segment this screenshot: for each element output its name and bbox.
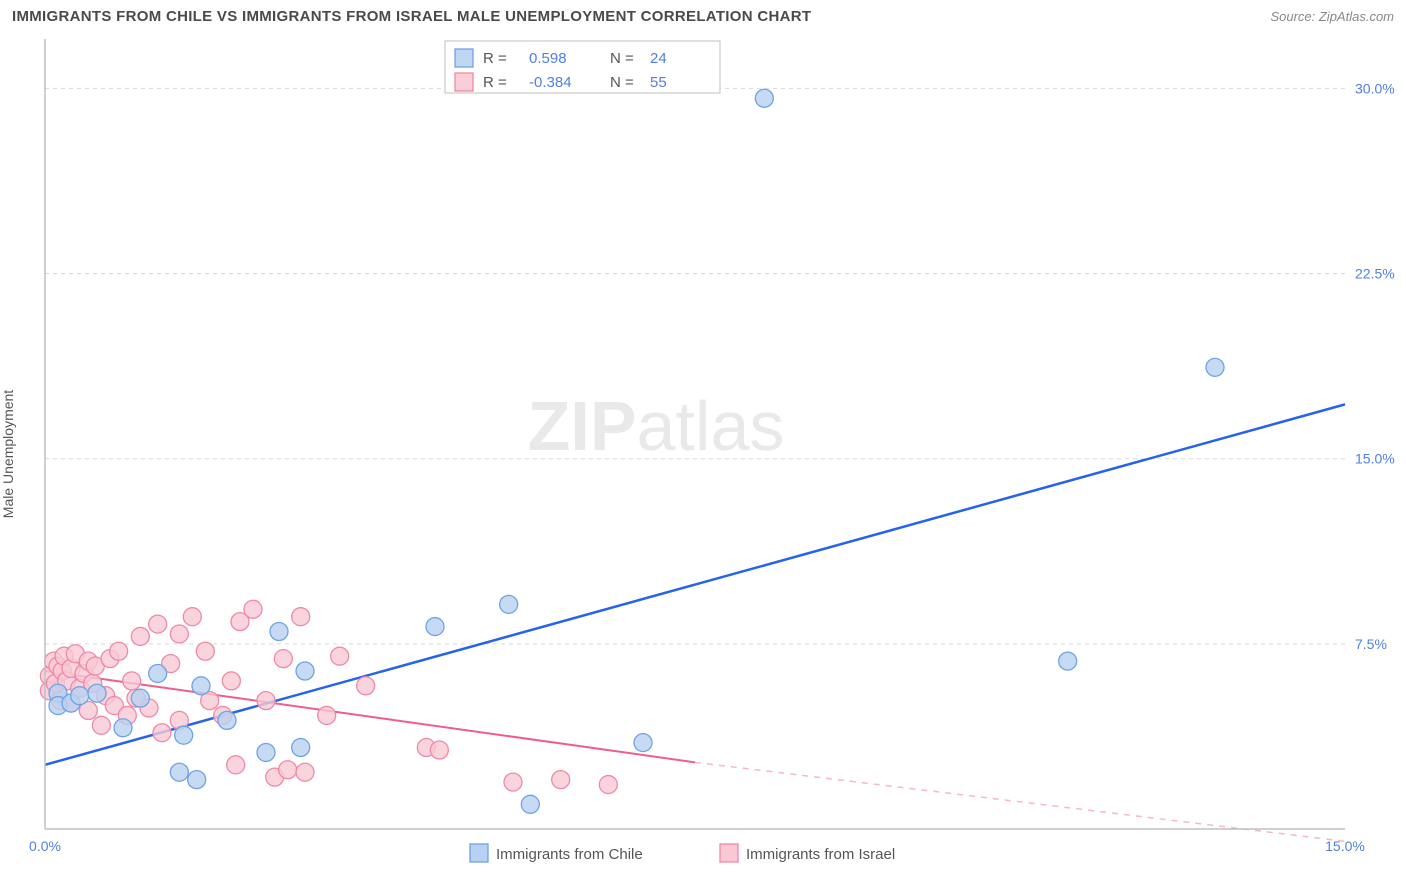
data-point-israel (504, 773, 522, 791)
y-tick-label: 7.5% (1355, 636, 1387, 652)
legend-n-label: N = (610, 50, 634, 67)
x-tick-label: 15.0% (1325, 838, 1365, 854)
legend-n-value: 55 (650, 74, 667, 91)
data-point-chile (114, 719, 132, 737)
page-title: IMMIGRANTS FROM CHILE VS IMMIGRANTS FROM… (12, 8, 811, 25)
bottom-legend-swatch (470, 844, 488, 862)
data-point-israel (292, 608, 310, 626)
data-point-chile (292, 739, 310, 757)
data-point-israel (357, 677, 375, 695)
data-point-chile (755, 89, 773, 107)
data-point-israel (123, 672, 141, 690)
data-point-chile (131, 689, 149, 707)
data-point-israel (318, 706, 336, 724)
legend-r-label: R = (483, 50, 507, 67)
data-point-israel (244, 600, 262, 618)
data-point-chile (188, 771, 206, 789)
y-axis-label: Male Unemployment (0, 390, 16, 518)
data-point-israel (153, 724, 171, 742)
bottom-legend-label: Immigrants from Israel (746, 846, 895, 863)
data-point-chile (500, 595, 518, 613)
data-point-israel (131, 627, 149, 645)
bottom-legend-label: Immigrants from Chile (496, 846, 643, 863)
scatter-chart: 7.5% 15.0% 22.5% 30.0% ZIPatlas 0.0% 15.0% R = 0… (0, 29, 1406, 879)
source-attribution: Source: ZipAtlas.com (1270, 9, 1394, 24)
legend-r-value: -0.384 (529, 74, 572, 91)
y-tick-label: 22.5% (1355, 266, 1395, 282)
legend-swatch (455, 49, 473, 67)
data-point-israel (599, 776, 617, 794)
data-point-israel (296, 763, 314, 781)
legend-r-value: 0.598 (529, 50, 567, 67)
data-point-israel (274, 650, 292, 668)
data-point-israel (279, 761, 297, 779)
data-point-chile (521, 795, 539, 813)
data-point-israel (257, 692, 275, 710)
data-point-israel (183, 608, 201, 626)
data-point-chile (426, 618, 444, 636)
data-point-israel (110, 642, 128, 660)
x-tick-label: 0.0% (29, 838, 61, 854)
data-point-chile (192, 677, 210, 695)
watermark: ZIPatlas (528, 387, 785, 465)
legend-n-value: 24 (650, 50, 667, 67)
data-point-chile (170, 763, 188, 781)
data-point-chile (71, 687, 89, 705)
legend-n-label: N = (610, 74, 634, 91)
data-point-israel (331, 647, 349, 665)
data-point-chile (257, 743, 275, 761)
data-point-chile (296, 662, 314, 680)
data-point-chile (1206, 358, 1224, 376)
data-point-chile (634, 734, 652, 752)
data-point-israel (430, 741, 448, 759)
legend-swatch (455, 73, 473, 91)
data-point-chile (218, 711, 236, 729)
data-point-chile (270, 623, 288, 641)
data-point-israel (149, 615, 167, 633)
y-tick-label: 15.0% (1355, 451, 1395, 467)
data-point-israel (552, 771, 570, 789)
data-point-chile (175, 726, 193, 744)
data-point-israel (196, 642, 214, 660)
data-point-israel (170, 625, 188, 643)
legend-r-label: R = (483, 74, 507, 91)
data-point-israel (222, 672, 240, 690)
data-point-israel (227, 756, 245, 774)
bottom-legend-swatch (720, 844, 738, 862)
chart-container: Male Unemployment 7.5% 15.0% 22.5% 30.0% ZIP… (0, 29, 1406, 879)
data-point-chile (88, 684, 106, 702)
data-point-chile (149, 664, 167, 682)
data-point-israel (92, 716, 110, 734)
y-tick-label: 30.0% (1355, 80, 1395, 96)
data-point-chile (1059, 652, 1077, 670)
